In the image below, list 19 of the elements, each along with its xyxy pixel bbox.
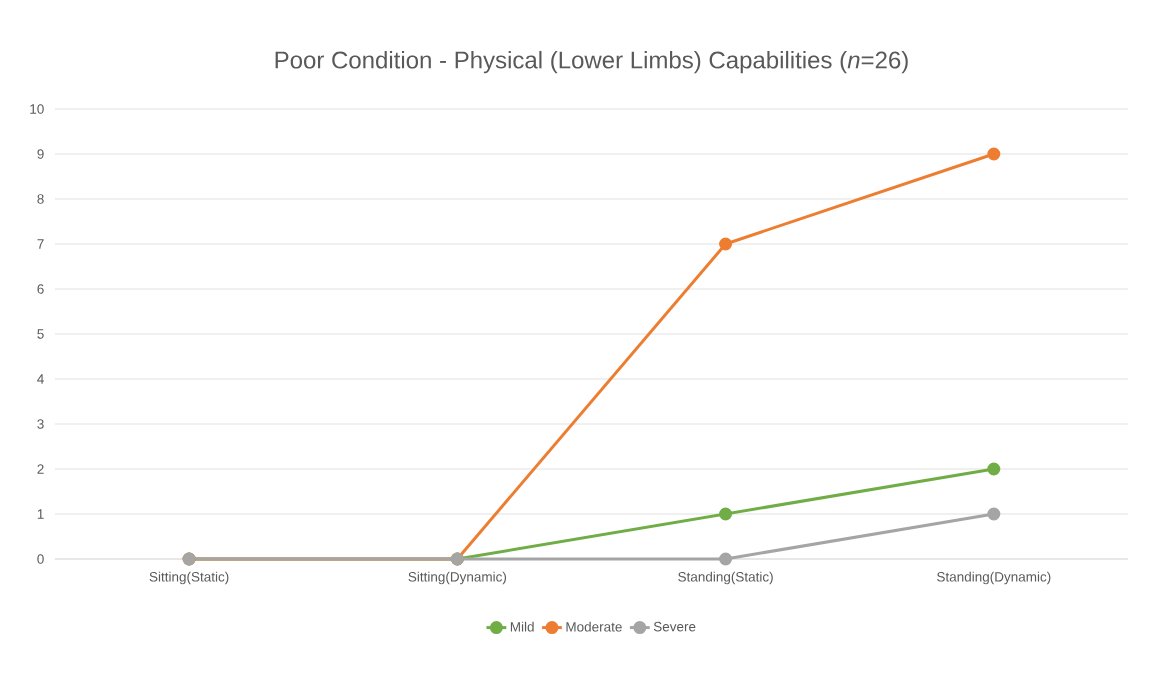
y-tick-label: 8 xyxy=(37,194,44,204)
y-tick-label: 1 xyxy=(37,509,44,519)
x-tick-label: Standing(Dynamic) xyxy=(937,571,1051,585)
x-tick-label: Sitting(Static) xyxy=(149,571,229,585)
y-tick-label: 0 xyxy=(37,554,44,564)
y-tick-label: 4 xyxy=(37,374,44,384)
legend-label: Severe xyxy=(653,621,696,632)
chart-title: Poor Condition - Physical (Lower Limbs) Capabilities (n=26) xyxy=(275,50,908,74)
y-tick-label: 10 xyxy=(30,104,44,114)
y-tick-label: 3 xyxy=(37,419,44,429)
y-tick-label: 6 xyxy=(37,284,44,294)
x-tick-label: Standing(Static) xyxy=(678,571,773,585)
y-tick-label: 7 xyxy=(37,239,44,249)
legend-label: Mild xyxy=(510,621,534,632)
y-tick-label: 9 xyxy=(37,149,44,159)
x-tick-label: Sitting(Dynamic) xyxy=(408,571,507,585)
y-tick-label: 2 xyxy=(37,464,44,474)
y-tick-label: 5 xyxy=(37,329,44,339)
legend-label: Moderate xyxy=(566,621,622,632)
